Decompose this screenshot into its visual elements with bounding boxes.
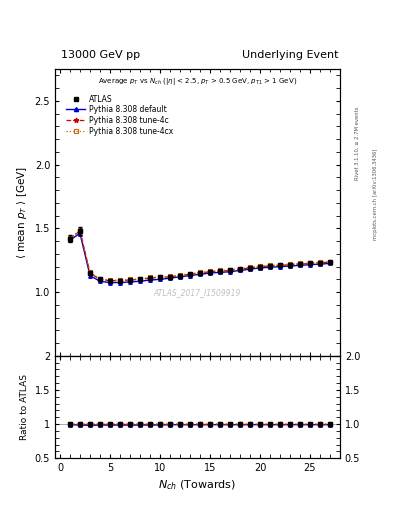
Y-axis label: Ratio to ATLAS: Ratio to ATLAS bbox=[20, 374, 29, 440]
Text: Rivet 3.1.10, ≥ 2.7M events: Rivet 3.1.10, ≥ 2.7M events bbox=[355, 106, 360, 180]
Text: ATLAS_2017_I1509919: ATLAS_2017_I1509919 bbox=[154, 288, 241, 297]
Text: Underlying Event: Underlying Event bbox=[242, 50, 339, 60]
Text: mcplots.cern.ch [arXiv:1306.3436]: mcplots.cern.ch [arXiv:1306.3436] bbox=[373, 149, 378, 240]
Y-axis label: $\langle$ mean $p_T$ $\rangle$ [GeV]: $\langle$ mean $p_T$ $\rangle$ [GeV] bbox=[15, 166, 29, 259]
Text: Average $p_T$ vs $N_{ch}$ ($|\eta|$ < 2.5, $p_T$ > 0.5 GeV, $p_{T1}$ > 1 GeV): Average $p_T$ vs $N_{ch}$ ($|\eta|$ < 2.… bbox=[98, 76, 297, 87]
Legend: ATLAS, Pythia 8.308 default, Pythia 8.308 tune-4c, Pythia 8.308 tune-4cx: ATLAS, Pythia 8.308 default, Pythia 8.30… bbox=[64, 93, 175, 138]
Text: 13000 GeV pp: 13000 GeV pp bbox=[61, 50, 140, 60]
X-axis label: $N_{ch}$ (Towards): $N_{ch}$ (Towards) bbox=[158, 479, 237, 492]
